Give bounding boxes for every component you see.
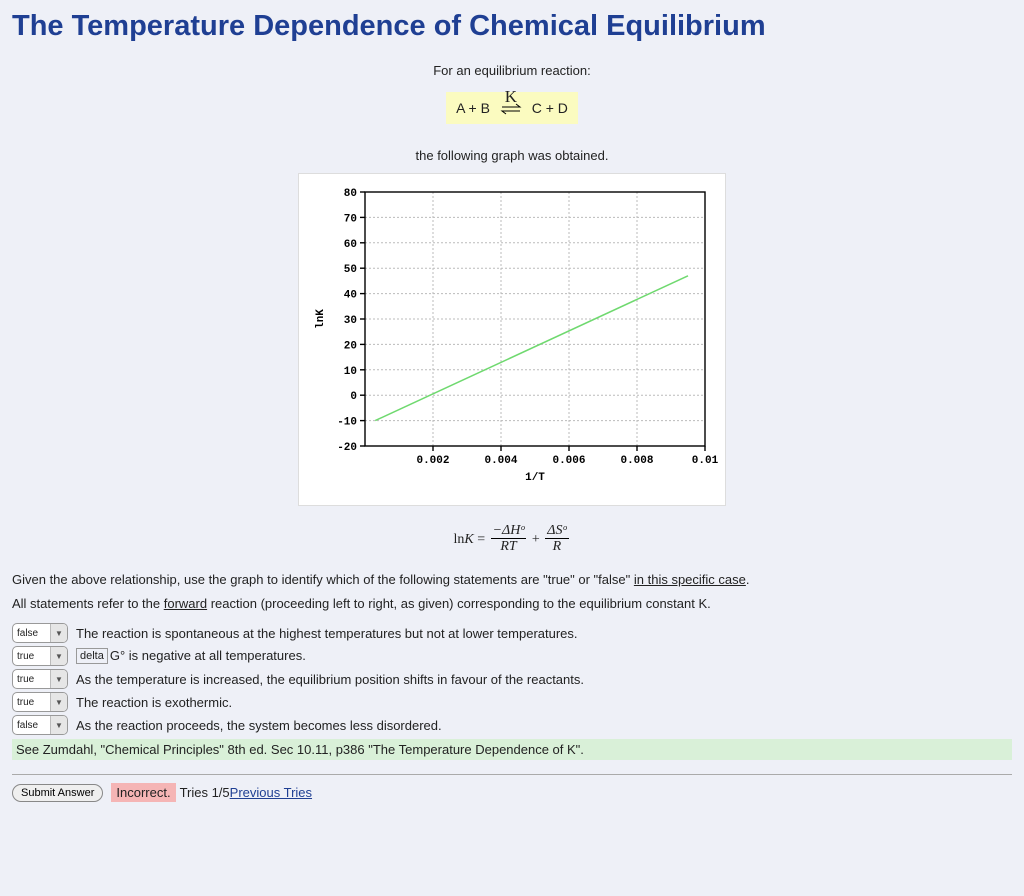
tf-value: false — [13, 624, 50, 642]
eqn-K: K — [464, 532, 473, 547]
submit-button[interactable]: Submit Answer — [12, 784, 103, 802]
question-text: deltaG° is negative at all temperatures. — [76, 648, 306, 665]
true-false-select[interactable]: false▼ — [12, 715, 68, 735]
eqn-num1: −ΔHᵒ — [491, 524, 527, 539]
hint-text: See Zumdahl, "Chemical Principles" 8th e… — [12, 739, 1012, 760]
svg-text:80: 80 — [344, 188, 357, 200]
eqn-den2: R — [545, 539, 568, 556]
intro-text-2: the following graph was obtained. — [12, 148, 1012, 163]
tf-value: false — [13, 716, 50, 734]
svg-text:0.004: 0.004 — [484, 455, 517, 467]
svg-text:0.002: 0.002 — [416, 455, 449, 467]
question-text: As the reaction proceeds, the system bec… — [76, 718, 442, 733]
svg-text:lnK: lnK — [315, 309, 327, 329]
eqn-den1: RT — [491, 539, 527, 556]
svg-text:40: 40 — [344, 290, 357, 302]
previous-tries-link[interactable]: Previous Tries — [230, 785, 312, 800]
svg-text:0.006: 0.006 — [552, 455, 585, 467]
prompt-line-1: Given the above relationship, use the gr… — [12, 570, 1012, 590]
tf-value: true — [13, 647, 50, 665]
true-false-select[interactable]: true▼ — [12, 669, 68, 689]
question-text: The reaction is exothermic. — [76, 695, 232, 710]
svg-text:70: 70 — [344, 214, 357, 226]
svg-text:0: 0 — [350, 391, 357, 403]
equilibrium-arrow-icon: K — [500, 102, 522, 116]
chevron-down-icon: ▼ — [50, 693, 67, 711]
true-false-select[interactable]: true▼ — [12, 692, 68, 712]
chevron-down-icon: ▼ — [50, 670, 67, 688]
svg-text:20: 20 — [344, 341, 357, 353]
eqn-plus: + — [532, 532, 543, 547]
lnk-vs-invt-chart: -20 -10 0 10 20 30 40 50 60 70 80 0.002 0.004 0.006 0.… — [305, 180, 719, 496]
tries-label: Tries 1/5 — [180, 785, 230, 800]
svg-text:50: 50 — [344, 264, 357, 276]
eqn-frac-2: ΔSᵒR — [545, 524, 568, 556]
page-title: The Temperature Dependence of Chemical E… — [12, 10, 1012, 43]
svg-text:60: 60 — [344, 239, 357, 251]
chevron-down-icon: ▼ — [50, 624, 67, 642]
svg-text:0.008: 0.008 — [620, 455, 653, 467]
tf-value: true — [13, 693, 50, 711]
question-row: true▼ As the temperature is increased, th… — [12, 669, 1012, 689]
reaction-left: A + B — [456, 100, 490, 116]
questions-block: false▼The reaction is spontaneous at the… — [12, 623, 1012, 735]
eqn-eq: = — [474, 532, 489, 547]
svg-text:-10: -10 — [337, 417, 357, 429]
prompt-line-2: All statements refer to the forward reac… — [12, 594, 1012, 614]
svg-text:30: 30 — [344, 315, 357, 327]
reaction-k: K — [505, 87, 517, 107]
svg-text:1/T: 1/T — [525, 472, 545, 484]
question-row: false▼ As the reaction proceeds, the syst… — [12, 715, 1012, 735]
true-false-select[interactable]: false▼ — [12, 623, 68, 643]
question-row: true▼ The reaction is exothermic. — [12, 692, 1012, 712]
question-row: false▼ The reaction is spontaneous at the… — [12, 623, 1012, 643]
reaction-equation: A + B K C + D — [446, 92, 578, 124]
svg-text:-20: -20 — [337, 442, 357, 454]
vanthoff-equation: lnK = −ΔHᵒRT + ΔSᵒR — [12, 524, 1012, 556]
chevron-down-icon: ▼ — [50, 647, 67, 665]
feedback-badge: Incorrect. — [111, 783, 175, 802]
divider — [12, 774, 1012, 775]
svg-text:10: 10 — [344, 366, 357, 378]
tf-value: true — [13, 670, 50, 688]
chevron-down-icon: ▼ — [50, 716, 67, 734]
question-row: true▼ deltaG° is negative at all temperat… — [12, 646, 1012, 666]
chart-container: -20 -10 0 10 20 30 40 50 60 70 80 0.002 0.004 0.006 0.… — [298, 173, 726, 506]
svg-text:0.01: 0.01 — [692, 455, 719, 467]
eqn-num2: ΔSᵒ — [545, 524, 568, 539]
eqn-frac-1: −ΔHᵒRT — [491, 524, 527, 556]
reaction-right: C + D — [532, 100, 568, 116]
question-text: As the temperature is increased, the equ… — [76, 672, 584, 687]
question-text: The reaction is spontaneous at the highe… — [76, 626, 578, 641]
eqn-ln: ln — [453, 532, 464, 547]
intro-text-1: For an equilibrium reaction: — [12, 63, 1012, 78]
true-false-select[interactable]: true▼ — [12, 646, 68, 666]
delta-label: delta — [76, 648, 108, 664]
